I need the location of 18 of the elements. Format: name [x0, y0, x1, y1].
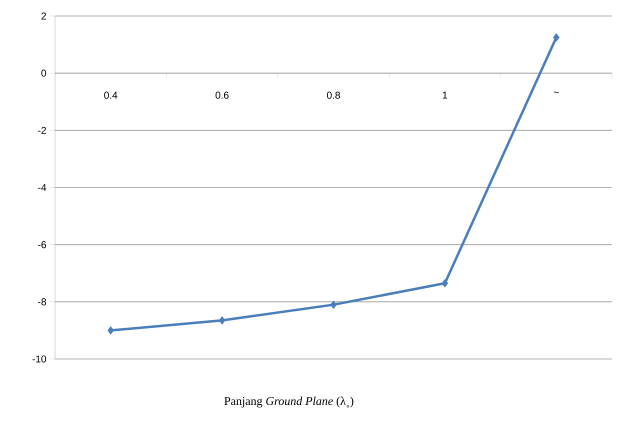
y-tick-label: -6: [38, 241, 46, 248]
y-tick-label: -10: [32, 355, 46, 363]
x-tick-label: 0.4: [104, 92, 118, 99]
y-tick-label: -2: [38, 126, 46, 134]
x-tick-label: 0.8: [326, 92, 340, 99]
y-tick-label: 0: [41, 70, 46, 77]
point: [107, 326, 114, 335]
x-tick-label: 0.6: [216, 92, 229, 99]
x-axis-title: Panjang Ground Plane (λ˳): [224, 396, 354, 408]
point: [330, 300, 337, 309]
point: [218, 316, 226, 325]
point: [553, 33, 560, 42]
y-tick-label: 2: [41, 12, 46, 20]
y-tick-label: -4: [38, 184, 46, 191]
y-tick-label: -8: [38, 298, 46, 306]
x-tick-label: 1: [442, 92, 448, 99]
point: [442, 279, 448, 288]
x-tick-label: ~: [554, 92, 559, 93]
